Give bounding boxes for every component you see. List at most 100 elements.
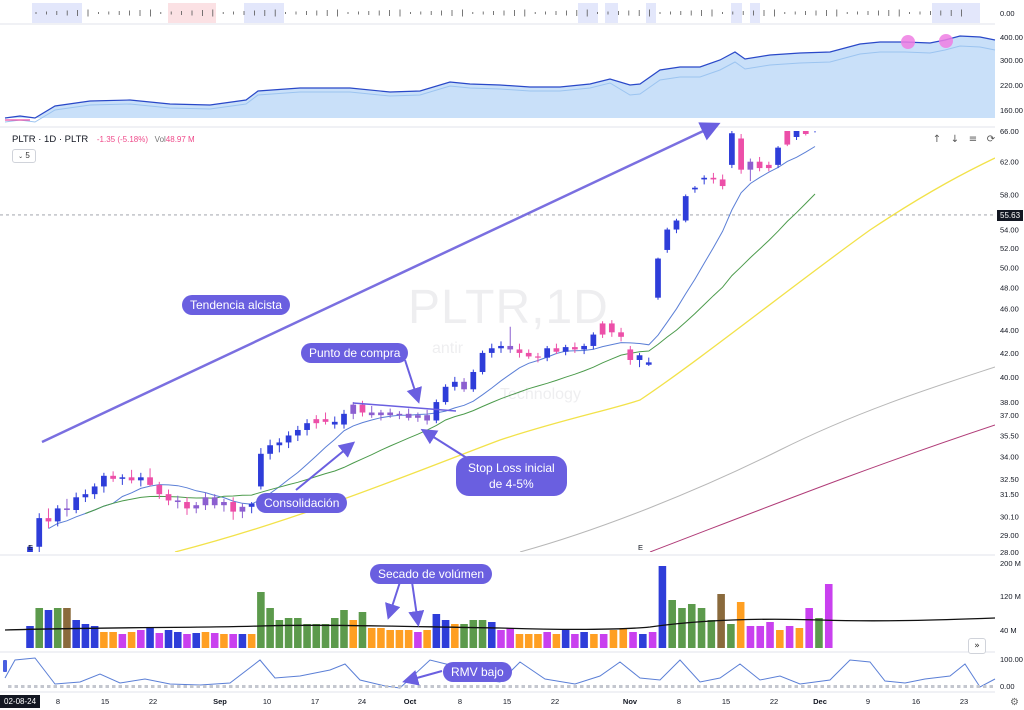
rmv-dot: [248, 685, 252, 688]
candle: [608, 320, 615, 337]
candle-body: [202, 497, 209, 506]
candle-body: [184, 502, 190, 509]
candle: [45, 508, 52, 529]
rmv-dot: [755, 685, 759, 688]
candle-body: [239, 506, 246, 512]
rmv-dot: [27, 685, 31, 688]
date-tick-label: 8: [677, 697, 681, 706]
long-ma-group: [174, 157, 995, 552]
candle: [525, 349, 532, 359]
rmv-dot: [8, 685, 12, 688]
series-legend[interactable]: PLTR · 1D · PLTR -1.35 (-5.18%) Vol48.97…: [12, 134, 195, 145]
rmv-dot: [294, 685, 298, 688]
rmv-dot: [463, 685, 467, 688]
crosshair-date-tag: 02-08-24: [0, 695, 41, 708]
volume-bar: [687, 604, 696, 648]
candle: [544, 345, 551, 362]
gear-icon[interactable]: ⚙: [1010, 697, 1019, 708]
rmv-dot: [989, 685, 993, 688]
list-icon[interactable]: ≡: [968, 134, 978, 145]
rmv-dot: [495, 685, 499, 688]
candle: [424, 409, 430, 425]
volume-bar: [247, 634, 256, 648]
volume-bar: [118, 634, 127, 648]
candle: [692, 186, 698, 193]
candle-body: [802, 131, 809, 134]
candle: [119, 474, 126, 485]
rmv-panel: [0, 657, 996, 693]
rmv-dot: [118, 685, 122, 688]
candle-body: [562, 347, 569, 352]
rmv-dot: [34, 685, 38, 688]
volume-bar: [395, 630, 404, 648]
volume-bar: [423, 630, 431, 648]
candle: [36, 513, 43, 552]
candle: [451, 376, 458, 391]
rmv-dot: [918, 685, 922, 688]
rmv-dot: [489, 685, 493, 688]
rmv-dot: [749, 685, 753, 688]
volume-bar: [619, 628, 628, 648]
rmv-dot: [521, 685, 525, 688]
volume-bar: [590, 634, 598, 648]
annotation-trend: Tendencia alcista: [182, 295, 291, 315]
rmv-dot: [729, 685, 733, 688]
double-chevron-right-icon[interactable]: »: [968, 638, 986, 654]
rmv-dot: [138, 685, 142, 688]
rmv-dot: [125, 685, 129, 688]
cycle-icon[interactable]: ⟳: [986, 134, 996, 145]
candle: [470, 369, 477, 392]
volume-bar: [173, 632, 182, 648]
volume-bar: [72, 620, 80, 648]
annotation-stop-loss: Stop Loss inicial de 4-5%: [456, 456, 567, 496]
price-tick-label: 42.00: [1000, 349, 1019, 358]
volume-bar: [340, 610, 348, 648]
stop-loss-line1: Stop Loss inicial: [468, 461, 555, 475]
candle-body: [553, 348, 560, 352]
rmv-dot: [885, 685, 889, 688]
rmv-dot: [99, 685, 103, 688]
earnings-marker: E: [28, 543, 33, 552]
rmv-dot: [222, 685, 226, 688]
arrow-down-icon[interactable]: ↓: [950, 134, 960, 145]
signal-strip-panel: [0, 3, 995, 25]
candle: [738, 133, 744, 174]
candle-body: [137, 477, 144, 481]
candle-body: [147, 477, 153, 485]
sma-50-line: [174, 157, 995, 552]
volume-bar: [284, 618, 293, 648]
volume-bar: [648, 632, 657, 648]
candle-body: [54, 508, 61, 522]
volume-bar: [756, 626, 765, 648]
candle: [590, 332, 597, 350]
interval-chip[interactable]: ⌄ 5: [12, 149, 36, 163]
rmv-dot: [580, 685, 584, 688]
candle-body: [470, 371, 477, 390]
candle: [507, 326, 514, 353]
volume-bar: [543, 632, 551, 648]
candle: [627, 345, 634, 365]
rmv-tick-label: 0.00: [1000, 682, 1015, 691]
candle: [701, 175, 708, 185]
candle: [165, 489, 172, 506]
rmv-tick-label: 100.00: [1000, 655, 1023, 664]
rmv-dot: [482, 685, 486, 688]
legend-symbol: PLTR: [12, 134, 36, 145]
candle-body: [507, 345, 514, 350]
volume-bar: [26, 626, 34, 648]
rmv-dot: [151, 685, 155, 688]
volume-bar: [515, 634, 524, 648]
arrow-up-icon[interactable]: ↑: [932, 134, 942, 145]
candle-body: [525, 352, 532, 357]
candle-body: [267, 445, 273, 454]
volume-bar: [571, 634, 579, 648]
candle-body: [350, 404, 357, 414]
volume-bar: [404, 630, 413, 648]
stop-loss-line2: de 4-5%: [489, 477, 534, 491]
volume-bar: [81, 624, 90, 648]
candle-body: [119, 477, 126, 479]
volume-bar: [220, 634, 228, 648]
rmv-dot: [157, 685, 161, 688]
